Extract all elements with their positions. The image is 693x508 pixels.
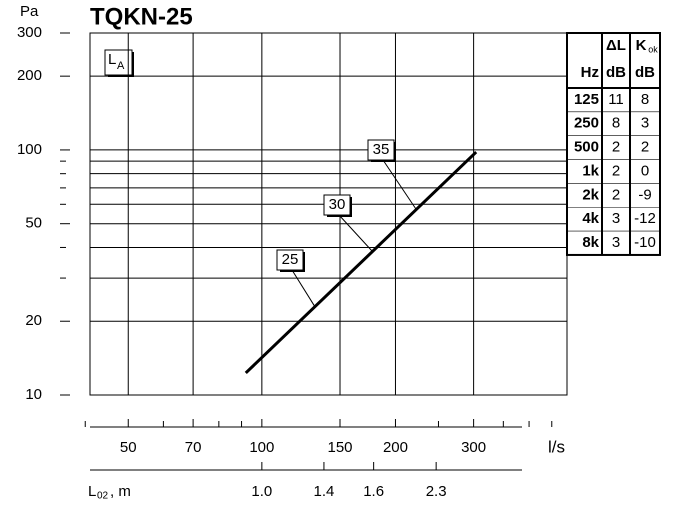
x-tick-label: 200 — [383, 439, 408, 456]
table-header: Hz — [581, 64, 599, 81]
annotation-leader — [291, 269, 316, 307]
table-cell: 0 — [641, 162, 649, 179]
table-cell: 11 — [608, 91, 624, 108]
second-axis-tick-label: 1.4 — [314, 483, 335, 500]
table-cell: -10 — [634, 234, 656, 251]
table-cell: 500 — [574, 139, 599, 156]
table-header: K — [636, 37, 647, 54]
box-shadow — [371, 142, 396, 162]
table-header: dB — [635, 64, 655, 81]
table-cell: 2 — [641, 139, 649, 156]
x-tick-label: 70 — [185, 439, 202, 456]
level-label: L — [108, 51, 116, 68]
table-cell: 2k — [582, 186, 599, 203]
table-cell: 250 — [574, 115, 599, 132]
y-tick-label: 100 — [17, 141, 42, 158]
x-tick-label: 150 — [327, 439, 352, 456]
level-label-sub: A — [117, 60, 125, 72]
table-header-sub: ok — [648, 44, 658, 54]
second-axis-tick-label: 1.6 — [363, 483, 384, 500]
annotation: 35 — [373, 141, 390, 158]
table-header: dB — [606, 64, 626, 81]
annotation-leader — [338, 214, 373, 252]
table-header: ΔL — [606, 37, 626, 54]
table-cell: 4k — [582, 210, 599, 227]
table-cell: 3 — [612, 234, 620, 251]
second-axis-label-suffix: , m — [110, 483, 131, 500]
x-tick-label: 50 — [120, 439, 137, 456]
y-tick-label: 10 — [25, 386, 42, 403]
y-tick-label: 20 — [25, 312, 42, 329]
table-cell: 2 — [612, 162, 620, 179]
box-shadow — [280, 252, 305, 272]
x-unit: l/s — [548, 437, 565, 456]
table-cell: 8 — [612, 115, 620, 132]
x-tick-label: 100 — [249, 439, 274, 456]
annotation: 25 — [282, 251, 299, 268]
x-tick-label: 300 — [461, 439, 486, 456]
annotation: 30 — [329, 196, 346, 213]
table-cell: 2 — [612, 186, 620, 203]
second-axis-label-sub: 02 — [97, 491, 109, 502]
table-cell: -9 — [638, 186, 651, 203]
table-cell: -12 — [634, 210, 656, 227]
y-tick-label: 200 — [17, 67, 42, 84]
table-cell: 2 — [612, 139, 620, 156]
y-tick-label: 50 — [25, 215, 42, 232]
annotation-leader — [382, 159, 417, 210]
table-cell: 1k — [582, 162, 599, 179]
chart-title: TQKN-25 — [90, 3, 193, 30]
table-cell: 3 — [641, 115, 649, 132]
table-cell: 8 — [641, 91, 649, 108]
table-cell: 125 — [574, 91, 599, 108]
second-axis-tick-label: 2.3 — [426, 483, 447, 500]
y-tick-label: 300 — [17, 24, 42, 41]
y-unit: Pa — [20, 3, 39, 20]
second-axis-tick-label: 1.0 — [251, 483, 272, 500]
table-frame — [566, 32, 661, 256]
table-cell: 8k — [582, 234, 599, 251]
table-cell: 3 — [612, 210, 620, 227]
line — [244, 150, 478, 375]
second-axis-label: L — [88, 483, 96, 500]
box-shadow — [327, 197, 352, 217]
level-box — [104, 49, 133, 76]
